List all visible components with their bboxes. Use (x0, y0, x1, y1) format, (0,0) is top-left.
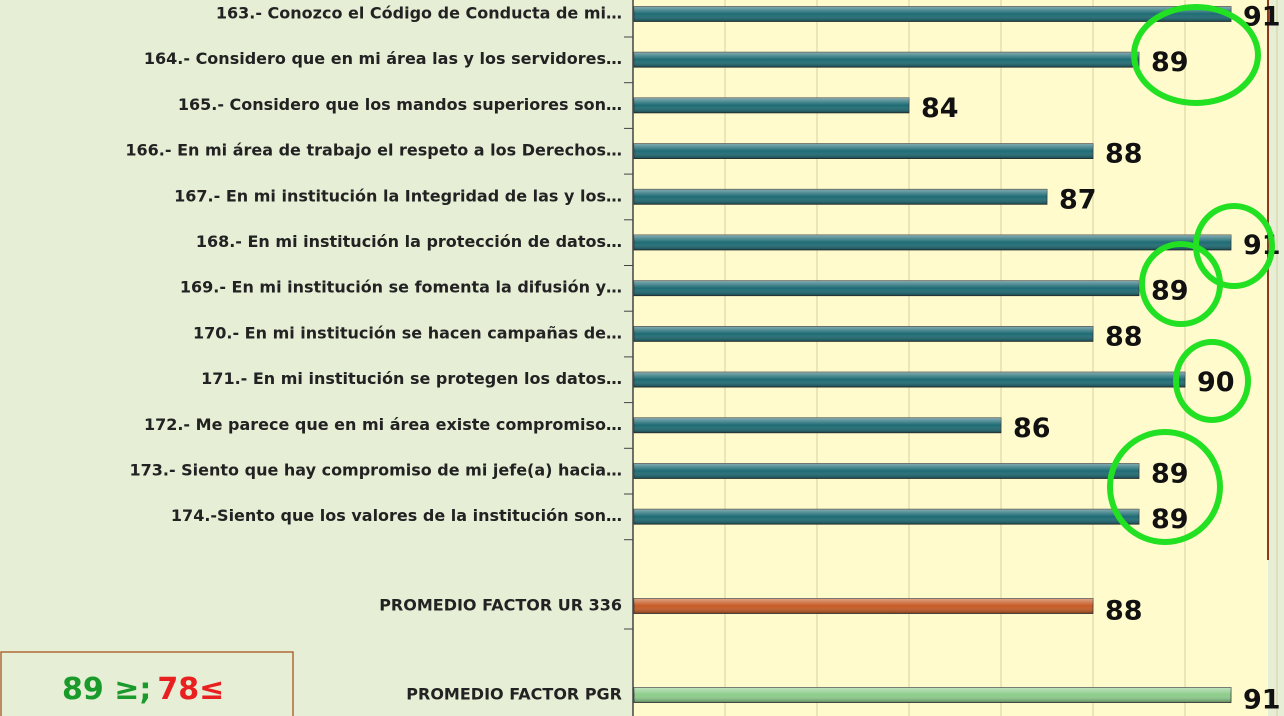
value-label: 90 (1197, 367, 1235, 398)
bar-shade (634, 463, 1139, 479)
value-label: 88 (1105, 321, 1143, 352)
bar-shade (634, 52, 1139, 68)
highlight-circles (1107, 4, 1275, 545)
bar-group (633, 463, 1140, 479)
bar-group (633, 6, 1232, 22)
value-label: 89 (1151, 47, 1189, 78)
bar-shade (634, 326, 1093, 342)
category-label: 163.- Conozco el Código de Conducta de m… (216, 4, 622, 23)
bar-group (633, 97, 910, 114)
legend: 89 ≥; 78≤ (62, 672, 224, 707)
category-label: PROMEDIO FACTOR PGR (406, 685, 622, 704)
bar-group (633, 280, 1140, 297)
value-label: 84 (921, 93, 959, 124)
bar-shade (634, 417, 1001, 433)
bar-shade (634, 509, 1139, 525)
category-label: 173.- Siento que hay compromiso de mi je… (129, 461, 622, 480)
bar-shade (634, 598, 1093, 614)
category-label: 169.- En mi institución se fomenta la di… (180, 278, 622, 297)
bar-group (633, 188, 1048, 205)
value-label: 91 (1243, 685, 1281, 716)
category-label: 170.- En mi institución se hacen campaña… (193, 323, 622, 342)
bar-group (633, 687, 1232, 703)
bar-group (633, 51, 1140, 68)
bar-shade (634, 6, 1231, 22)
bar-group (633, 325, 1094, 342)
bar-shade (634, 97, 909, 113)
bar-group (633, 371, 1186, 388)
bar-group (633, 234, 1232, 251)
bar-shade (634, 372, 1185, 388)
highlight-circle (1107, 429, 1223, 545)
bar-shade (634, 687, 1231, 703)
value-label: 88 (1105, 596, 1143, 627)
legend-box (0, 651, 294, 716)
bar-group (633, 508, 1140, 525)
highlight-circle (1139, 241, 1223, 327)
value-label: 87 (1059, 184, 1097, 215)
threshold-low: 78≤ (157, 672, 224, 707)
bar-group (633, 598, 1094, 614)
highlight-circle (1131, 4, 1261, 106)
value-label: 86 (1013, 413, 1051, 444)
value-label: 89 (1151, 459, 1189, 490)
bar-shade (634, 189, 1047, 205)
plot-area (633, 0, 1268, 716)
bar-shade (634, 280, 1139, 296)
value-label: 89 (1151, 504, 1189, 535)
bar-group (633, 417, 1002, 434)
bar-group (633, 143, 1094, 160)
bar-shade (634, 143, 1093, 159)
category-label: 164.- Considero que en mi área las y los… (144, 49, 622, 68)
category-label: 174.-Siento que los valores de la instit… (171, 506, 622, 525)
category-label: 168.- En mi institución la protección de… (196, 232, 622, 251)
value-label: 89 (1151, 276, 1189, 307)
value-label: 88 (1105, 139, 1143, 170)
category-label: 167.- En mi institución la Integridad de… (174, 186, 622, 205)
category-label: 171.- En mi institución se protegen los … (201, 369, 622, 388)
category-label: 165.- Considero que los mandos superiore… (178, 95, 622, 114)
category-label: PROMEDIO FACTOR UR 336 (379, 596, 622, 615)
category-label: 172.- Me parece que en mi área existe co… (144, 415, 622, 434)
threshold-high: 89 ≥; (62, 672, 151, 707)
category-label: 166.- En mi área de trabajo el respeto a… (125, 141, 622, 160)
highlight-circle (1173, 339, 1251, 423)
bar-shade (634, 235, 1231, 250)
